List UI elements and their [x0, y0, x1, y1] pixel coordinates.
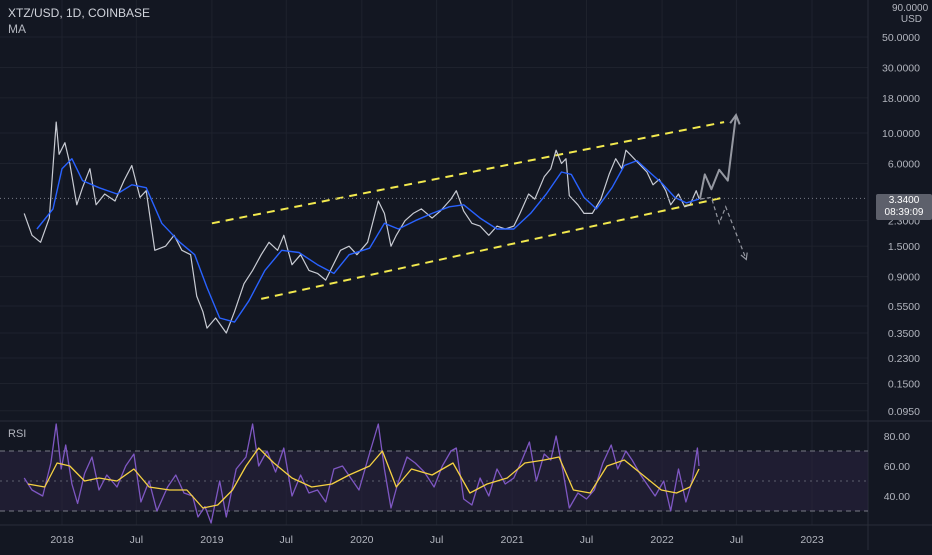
- price-tick-label: 0.0950: [888, 406, 920, 418]
- price-tick-label: 0.2300: [888, 353, 920, 365]
- projection-bearish-arrowhead: [740, 252, 748, 261]
- price-tick-label: 1.5000: [888, 241, 920, 253]
- price-tick-label: 0.9000: [888, 272, 920, 284]
- projection-bullish-arrowhead: [729, 113, 741, 125]
- price-tick-label: 50.0000: [882, 32, 920, 44]
- currency-badge[interactable]: 90.0000 USD: [892, 3, 929, 25]
- time-tick-label: 2021: [500, 534, 524, 546]
- ticker-title[interactable]: XTZ/USD, 1D, COINBASE: [8, 6, 151, 20]
- price-tick-label: 10.0000: [882, 128, 920, 140]
- current-price-badge: 3.3400 08:39:09: [876, 194, 932, 220]
- rsi-tick-label: 40.00: [884, 491, 910, 503]
- time-tick-label: 2022: [650, 534, 674, 546]
- price-tick-label: 0.5500: [888, 301, 920, 313]
- rsi-tick-label: 80.00: [884, 431, 910, 443]
- current-price: 3.3400: [888, 195, 920, 206]
- price-tick-label: 0.3500: [888, 328, 920, 340]
- channel-upper-line: [211, 121, 725, 225]
- price-tick-label: 6.0000: [888, 158, 920, 170]
- price-axis-top-label: 90.0000: [892, 3, 929, 14]
- time-tick-label: Jul: [430, 534, 443, 546]
- time-tick-label: Jul: [580, 534, 593, 546]
- channel-lower-line: [260, 196, 725, 300]
- time-tick-label: 2023: [800, 534, 824, 546]
- time-tick-label: 2019: [200, 534, 224, 546]
- time-tick-label: Jul: [730, 534, 743, 546]
- projection-bearish-line: [699, 196, 747, 260]
- price-tick-label: 0.1500: [888, 379, 920, 391]
- price-tick-label: 30.0000: [882, 62, 920, 74]
- rsi-ma-series-line: [27, 447, 700, 509]
- rsi-tick-label: 60.00: [884, 461, 910, 473]
- projection-bullish-line: [698, 114, 737, 200]
- bar-countdown: 08:39:09: [884, 207, 924, 218]
- time-tick-label: Jul: [280, 534, 293, 546]
- time-tick-label: 2018: [50, 534, 74, 546]
- indicator-label-rsi[interactable]: RSI: [8, 428, 27, 440]
- price-series-line: [23, 121, 700, 334]
- currency-unit: USD: [900, 14, 922, 25]
- price-tick-label: 18.0000: [882, 93, 920, 105]
- time-tick-label: Jul: [130, 534, 143, 546]
- indicator-label-ma[interactable]: MA: [8, 22, 26, 36]
- time-tick-label: 2020: [350, 534, 374, 546]
